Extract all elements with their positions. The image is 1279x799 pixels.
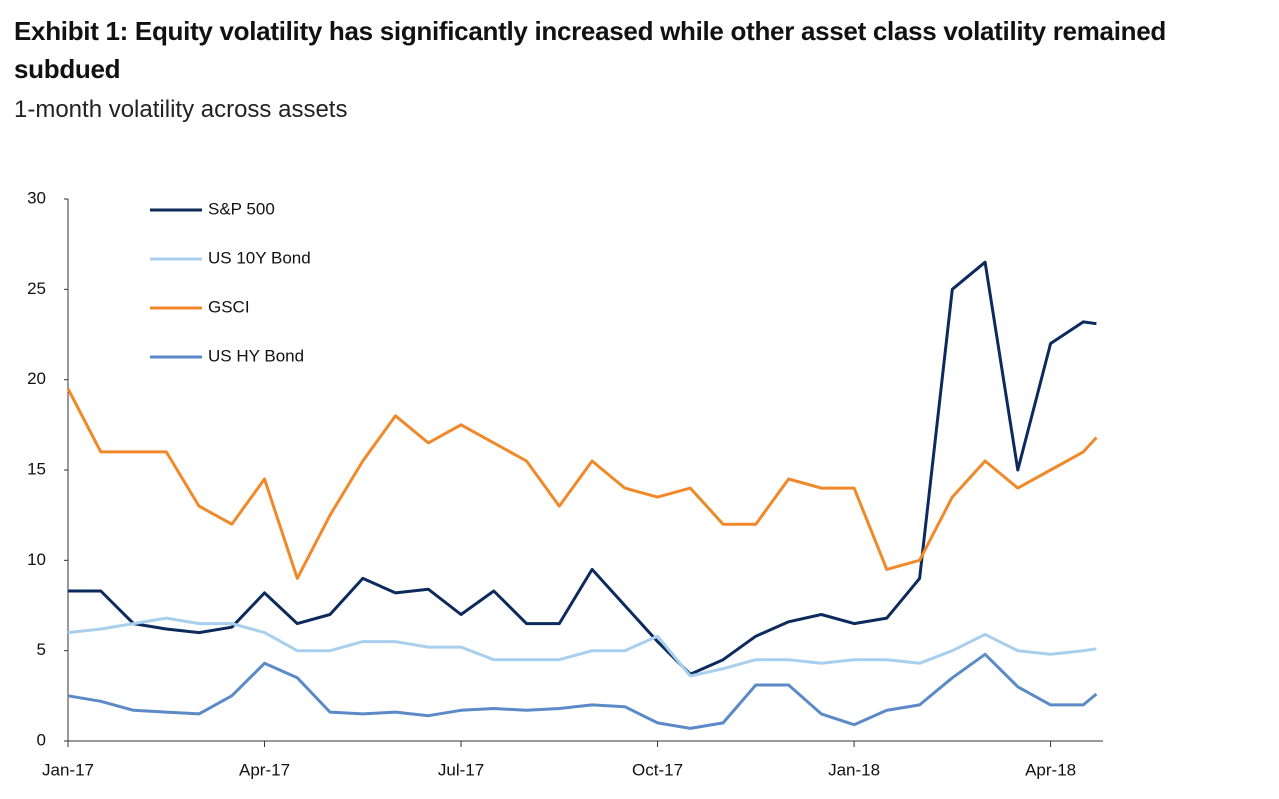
legend-label: US 10Y Bond [208,248,311,267]
x-tick-label: Apr-18 [1025,760,1076,779]
y-tick-label: 5 [37,640,46,659]
x-tick-label: Jul-17 [438,760,484,779]
y-tick-label: 10 [27,550,46,569]
series-line [67,616,1097,678]
x-tick-label: Apr-17 [239,760,290,779]
chart-title: Exhibit 1: Equity volatility has signifi… [14,16,1166,84]
legend-label: S&P 500 [208,199,275,218]
legend-label: GSCI [208,297,250,316]
legend-label: US HY Bond [208,346,304,365]
y-tick-label: 30 [27,188,46,207]
y-tick-label: 25 [27,279,46,298]
x-tick-label: Oct-17 [632,760,683,779]
series-line [66,388,1098,580]
y-tick-label: 0 [37,730,46,749]
y-tick-label: 15 [27,459,46,478]
x-tick-label: Jan-17 [42,760,94,779]
x-tick-label: Jan-18 [828,760,880,779]
series-line [68,260,1097,676]
series-line [67,652,1098,730]
y-tick-label: 20 [27,369,46,388]
chart-subtitle: 1-month volatility across assets [14,96,348,123]
